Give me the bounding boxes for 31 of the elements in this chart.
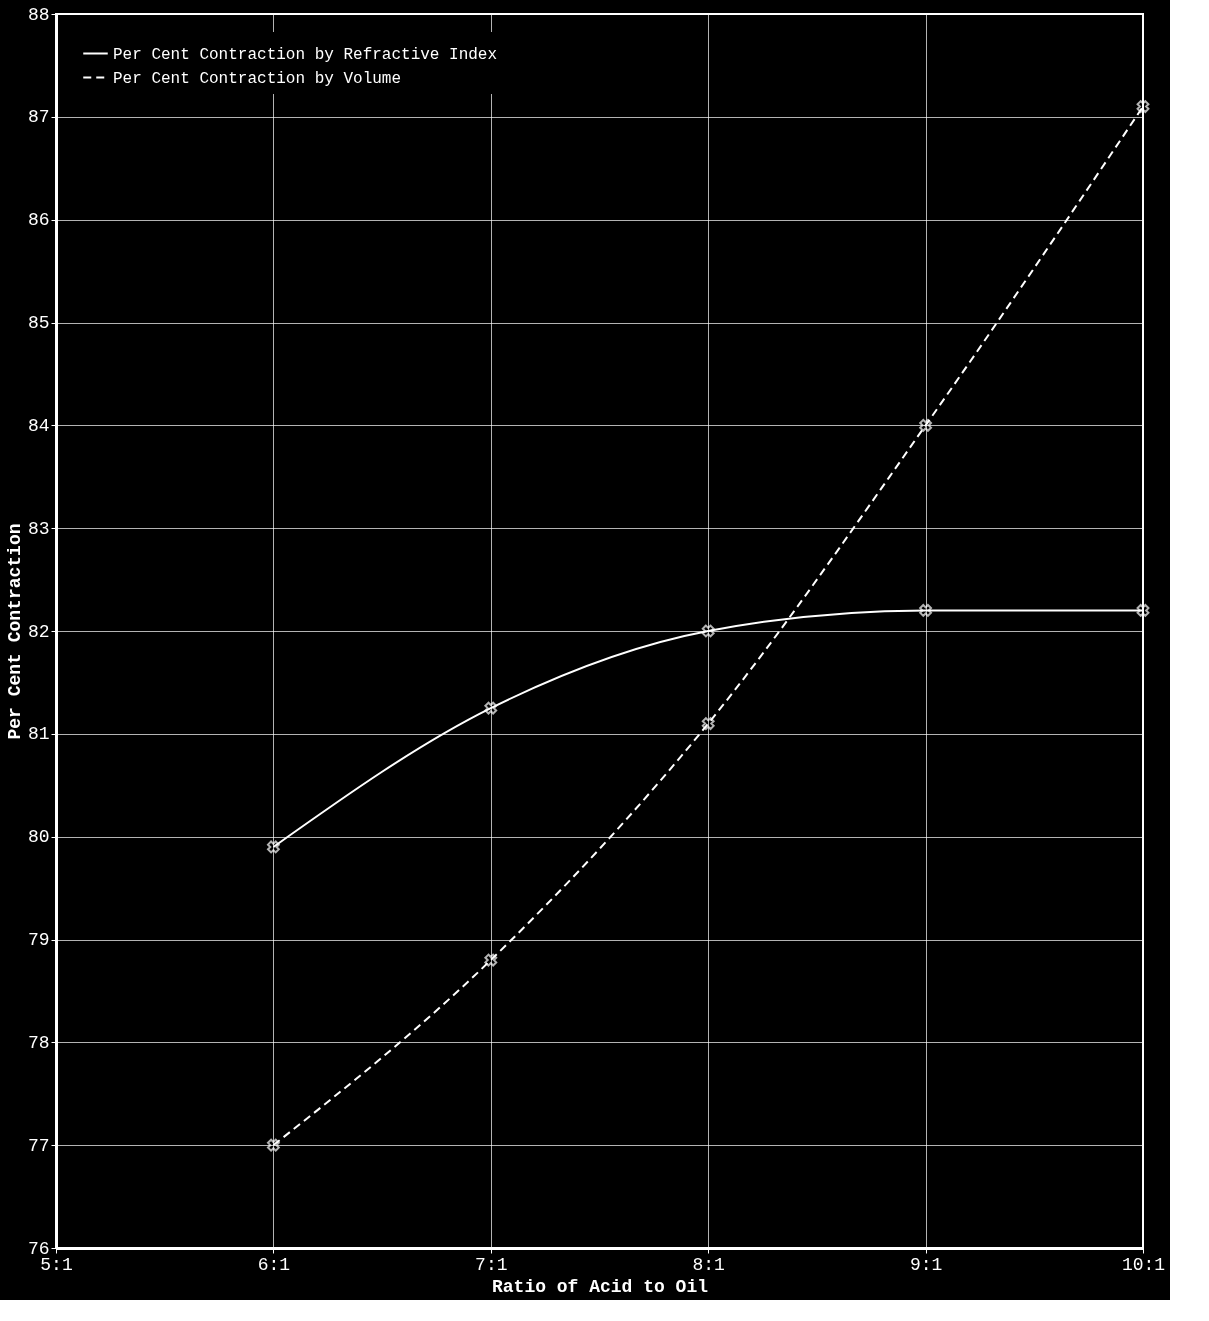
legend-label: Per Cent Contraction by Volume xyxy=(113,69,402,88)
y-tick-label: 87 xyxy=(27,107,50,128)
y-tick-label: 85 xyxy=(27,313,50,333)
y-tick-label: 77 xyxy=(27,1135,50,1156)
point xyxy=(266,840,280,854)
point xyxy=(1136,604,1150,617)
y-tick-label: 88 xyxy=(27,4,50,25)
y-tick-label: 86 xyxy=(27,210,50,231)
y-tick-label: 82 xyxy=(27,621,50,642)
legend-label: Per Cent Contraction by Refractive Index xyxy=(113,45,498,64)
y-tick-label: 81 xyxy=(27,724,50,745)
point xyxy=(484,953,498,967)
x-axis-title: Ratio of Acid to Oil xyxy=(491,1276,709,1297)
point xyxy=(701,717,715,730)
point xyxy=(919,418,933,432)
y-tick-label: 84 xyxy=(27,415,50,436)
point xyxy=(1136,100,1150,113)
y-tick-label: 83 xyxy=(27,518,50,539)
point xyxy=(484,701,498,715)
y-axis-title: Per Cent Contraction xyxy=(4,523,25,740)
x-tick-label: 9:1 xyxy=(909,1254,943,1275)
y-tick-label: 80 xyxy=(27,827,50,848)
x-tick-label: 8:1 xyxy=(692,1254,725,1275)
point xyxy=(919,604,933,617)
point xyxy=(701,624,715,638)
y-tick-label: 79 xyxy=(27,930,50,950)
y-tick-label: 78 xyxy=(27,1032,50,1053)
point xyxy=(266,1138,280,1152)
x-tick-label: 10:1 xyxy=(1121,1254,1166,1275)
x-tick-label: 7:1 xyxy=(475,1254,508,1275)
x-tick-label: 6:1 xyxy=(257,1254,291,1275)
